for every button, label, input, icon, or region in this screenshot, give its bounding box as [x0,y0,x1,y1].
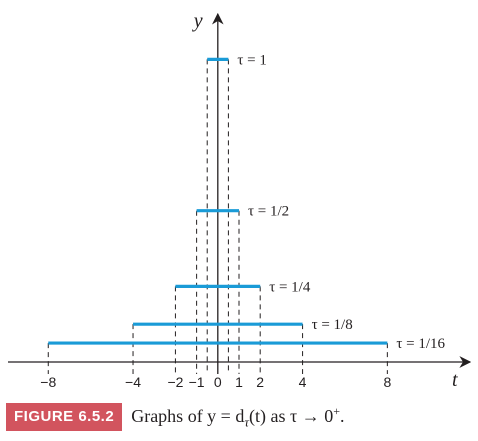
x-tick-label-0: −8 [40,374,56,390]
y-axis-label: y [192,10,203,32]
series-label-2: τ = 1/4 [269,279,311,295]
series-label-1: τ = 1/2 [248,204,289,220]
caption-text-rest: (t) as τ → 0 [249,405,334,426]
x-tick-label-3: −1 [189,374,205,390]
axes [8,12,472,374]
x-tick-label-4: 0 [214,374,222,390]
series-label-3: τ = 1/8 [312,317,353,333]
caption-subscript: τ [244,414,249,430]
caption-text-main: Graphs of y = d [131,405,245,426]
caption-superscript: + [333,403,340,418]
figure-caption: FIGURE 6.5.2 Graphs of y = dτ(t) as τ → … [6,402,345,432]
pulse-chart: τ = 1 τ = 1/2 τ = 1/4 τ = 1/8 τ = 1/16 −8 −4 −2… [8,10,472,391]
series-label-4: τ = 1/16 [396,336,445,352]
caption-text: Graphs of y = dτ(t) as τ → 0+. [131,404,344,431]
x-tick-label-2: −2 [167,374,183,390]
series [48,57,388,345]
x-axis-label: t [452,369,458,391]
figure-number-badge: FIGURE 6.5.2 [6,403,123,431]
x-tick-label-7: 4 [299,374,307,390]
x-tick-label-1: −4 [125,374,141,390]
x-tick-label-5: 1 [235,374,243,390]
labels: τ = 1 τ = 1/2 τ = 1/4 τ = 1/8 τ = 1/16 −8 −4 −2… [40,10,458,391]
x-tick-label-6: 2 [256,374,264,390]
caption-text-end: . [340,405,345,426]
x-tick-label-8: 8 [383,374,391,390]
dashed-guides [47,59,388,374]
series-label-0: τ = 1 [237,52,267,68]
